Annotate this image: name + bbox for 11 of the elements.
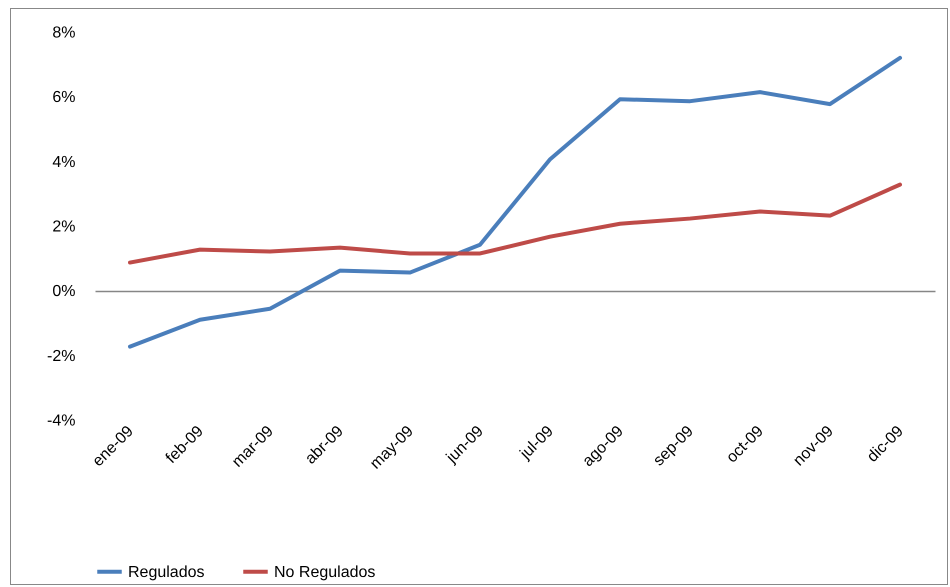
y-tick-label: 0% [52, 283, 76, 300]
legend-label: Regulados [128, 564, 204, 581]
y-tick-label: 2% [52, 218, 76, 236]
legend-label: No Regulados [274, 564, 376, 581]
y-tick-label: 8% [52, 24, 76, 42]
y-tick-label: 6% [52, 89, 76, 106]
y-tick-label: -2% [47, 348, 76, 365]
line-series [128, 182, 902, 265]
y-tick-label: -4% [47, 412, 76, 430]
line-series [128, 56, 902, 349]
y-tick-label: 4% [52, 154, 76, 171]
